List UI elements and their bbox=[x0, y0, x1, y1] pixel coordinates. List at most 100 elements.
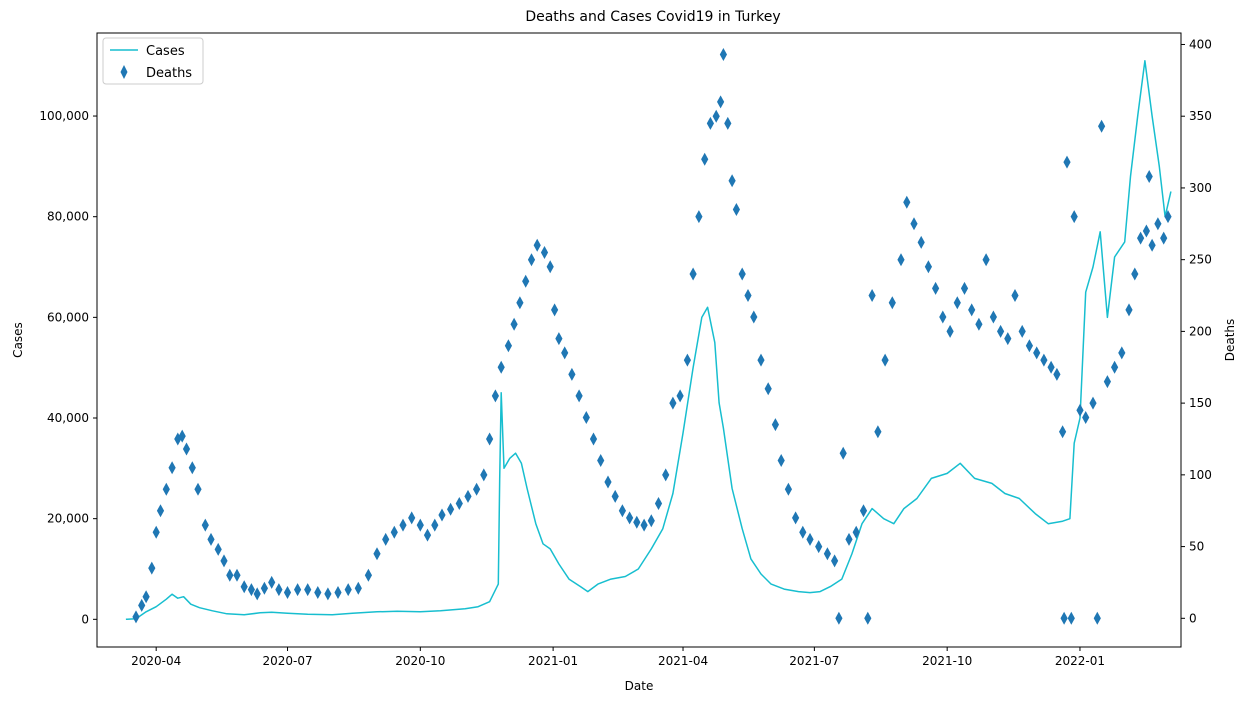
deaths-marker bbox=[662, 468, 670, 482]
deaths-marker bbox=[839, 446, 847, 460]
deaths-marker bbox=[689, 267, 697, 281]
deaths-marker bbox=[1142, 224, 1150, 238]
deaths-marker bbox=[138, 598, 146, 612]
deaths-marker bbox=[416, 518, 424, 532]
deaths-marker bbox=[162, 482, 170, 496]
deaths-marker bbox=[1063, 155, 1071, 169]
deaths-marker bbox=[438, 508, 446, 522]
deaths-marker bbox=[654, 497, 663, 510]
deaths-marker bbox=[1059, 425, 1067, 439]
plot-frame bbox=[96, 32, 1182, 648]
deaths-marker bbox=[1118, 346, 1126, 360]
deaths-marker bbox=[626, 511, 634, 525]
x-tick-label: 2021-01 bbox=[528, 654, 578, 668]
legend-deaths-swatch bbox=[120, 65, 128, 79]
deaths-marker bbox=[806, 532, 814, 546]
deaths-marker bbox=[253, 587, 261, 601]
deaths-marker bbox=[744, 289, 752, 302]
deaths-marker bbox=[917, 235, 925, 249]
deaths-marker bbox=[504, 339, 512, 353]
deaths-marker bbox=[510, 317, 518, 331]
deaths-marker bbox=[497, 360, 505, 374]
deaths-marker bbox=[294, 583, 302, 597]
deaths-marker bbox=[423, 528, 432, 542]
deaths-marker bbox=[695, 210, 703, 224]
deaths-marker bbox=[960, 281, 969, 295]
y-left-tick-label: 60,000 bbox=[47, 310, 89, 324]
deaths-marker bbox=[324, 587, 332, 601]
y-axis-right: 0 50 100 150 200 250 300 350 400 bbox=[1181, 37, 1212, 625]
deaths-marker bbox=[1076, 403, 1084, 417]
deaths-marker bbox=[1131, 267, 1139, 281]
deaths-marker bbox=[953, 296, 961, 310]
deaths-marker bbox=[924, 260, 932, 274]
deaths-marker bbox=[633, 515, 641, 529]
deaths-marker bbox=[676, 389, 684, 403]
deaths-marker bbox=[220, 554, 228, 568]
deaths-marker bbox=[888, 296, 896, 310]
deaths-marker bbox=[473, 482, 481, 496]
deaths-marker bbox=[1067, 611, 1075, 625]
cases-series bbox=[125, 59, 1172, 621]
deaths-marker bbox=[724, 116, 732, 130]
deaths-marker bbox=[399, 518, 407, 532]
deaths-marker bbox=[1070, 210, 1078, 224]
deaths-marker bbox=[732, 203, 740, 216]
deaths-marker bbox=[1111, 360, 1119, 374]
deaths-marker bbox=[1148, 238, 1156, 252]
y-axis-right-label: Deaths bbox=[1223, 319, 1237, 362]
deaths-marker bbox=[233, 568, 241, 582]
deaths-marker bbox=[611, 489, 619, 503]
deaths-marker bbox=[738, 267, 746, 281]
deaths-marker bbox=[997, 324, 1005, 338]
deaths-marker bbox=[408, 511, 416, 525]
x-tick-label: 2020-04 bbox=[131, 654, 181, 668]
deaths-marker bbox=[589, 432, 598, 446]
deaths-marker bbox=[874, 425, 882, 439]
deaths-marker bbox=[1098, 119, 1106, 133]
deaths-marker bbox=[188, 461, 196, 475]
y-right-tick-label: 200 bbox=[1189, 324, 1212, 338]
deaths-marker bbox=[815, 540, 823, 554]
deaths-marker bbox=[792, 511, 800, 525]
x-tick-label: 2022-01 bbox=[1055, 654, 1105, 668]
deaths-marker bbox=[1154, 217, 1162, 231]
deaths-marker bbox=[533, 238, 541, 252]
deaths-marker bbox=[1018, 324, 1026, 338]
deaths-marker bbox=[334, 586, 342, 599]
deaths-marker bbox=[1047, 360, 1055, 374]
deaths-marker bbox=[491, 389, 499, 403]
deaths-marker bbox=[903, 195, 911, 209]
deaths-marker bbox=[604, 475, 612, 489]
chart-title: Deaths and Cases Covid19 in Turkey bbox=[525, 9, 780, 25]
deaths-marker bbox=[968, 303, 976, 317]
deaths-marker bbox=[701, 152, 709, 166]
deaths-marker bbox=[132, 610, 140, 624]
deaths-marker bbox=[1082, 411, 1090, 424]
deaths-marker bbox=[546, 260, 554, 274]
x-tick-label: 2021-07 bbox=[789, 654, 839, 668]
y-right-tick-label: 350 bbox=[1189, 109, 1212, 123]
y-right-tick-label: 50 bbox=[1189, 540, 1204, 554]
deaths-marker bbox=[260, 581, 268, 595]
deaths-marker bbox=[859, 504, 868, 518]
y-left-tick-label: 100,000 bbox=[39, 109, 89, 123]
deaths-marker bbox=[555, 332, 563, 346]
y-left-tick-label: 40,000 bbox=[47, 411, 89, 425]
deaths-marker bbox=[540, 246, 549, 259]
deaths-marker bbox=[575, 389, 583, 403]
deaths-marker bbox=[881, 353, 889, 367]
deaths-marker bbox=[1089, 396, 1097, 410]
x-tick-label: 2020-07 bbox=[262, 654, 312, 668]
y-right-tick-label: 300 bbox=[1189, 181, 1212, 195]
deaths-marker bbox=[455, 497, 463, 510]
deaths-marker bbox=[247, 583, 255, 597]
deaths-marker bbox=[946, 324, 954, 338]
deaths-marker bbox=[712, 109, 720, 123]
deaths-marker bbox=[823, 547, 831, 561]
deaths-marker bbox=[852, 525, 860, 539]
deaths-marker bbox=[1164, 210, 1172, 224]
y-left-tick-label: 20,000 bbox=[47, 512, 89, 526]
deaths-marker bbox=[214, 542, 222, 556]
deaths-marker bbox=[373, 547, 381, 561]
